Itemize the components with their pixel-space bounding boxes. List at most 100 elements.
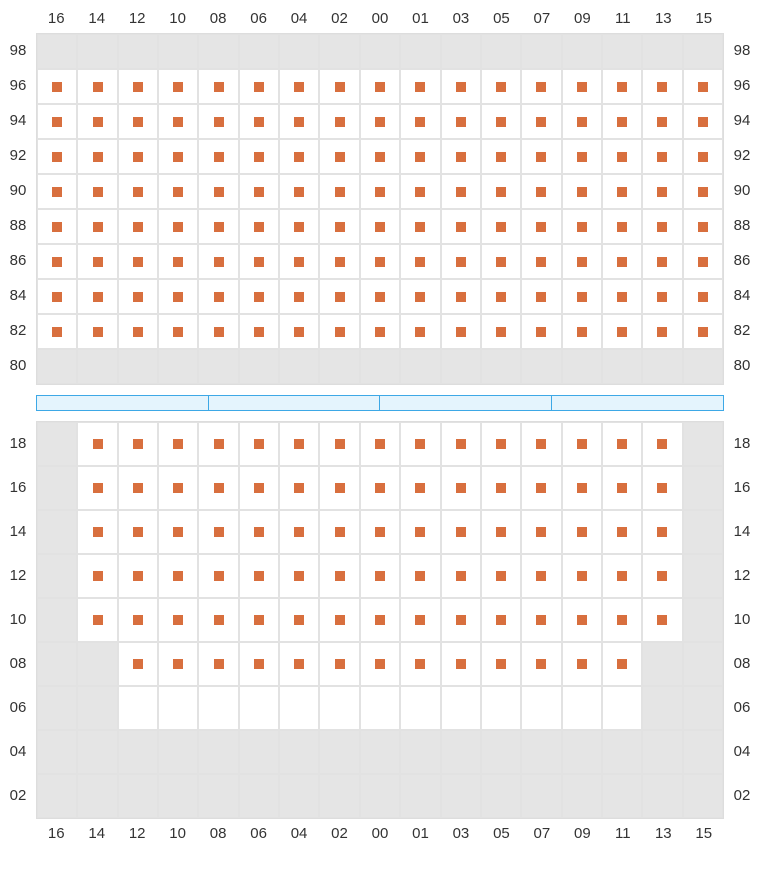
seat[interactable]: [77, 139, 117, 174]
seat[interactable]: [77, 422, 117, 466]
seat[interactable]: [441, 209, 481, 244]
seat[interactable]: [158, 642, 198, 686]
seat[interactable]: [642, 139, 682, 174]
seat[interactable]: [562, 598, 602, 642]
seat[interactable]: [118, 279, 158, 314]
seat[interactable]: [37, 209, 77, 244]
seat[interactable]: [642, 279, 682, 314]
seat[interactable]: [118, 598, 158, 642]
seat[interactable]: [683, 314, 723, 349]
seat[interactable]: [400, 422, 440, 466]
seat[interactable]: [441, 510, 481, 554]
seat[interactable]: [642, 174, 682, 209]
seat[interactable]: [521, 598, 561, 642]
seat[interactable]: [602, 554, 642, 598]
seat[interactable]: [239, 139, 279, 174]
seat[interactable]: [360, 104, 400, 139]
seat[interactable]: [319, 244, 359, 279]
seat[interactable]: [441, 554, 481, 598]
seat[interactable]: [683, 209, 723, 244]
seat[interactable]: [683, 69, 723, 104]
seat[interactable]: [37, 174, 77, 209]
seat[interactable]: [118, 244, 158, 279]
seat[interactable]: [562, 554, 602, 598]
seat[interactable]: [239, 466, 279, 510]
seat[interactable]: [360, 279, 400, 314]
seat[interactable]: [77, 244, 117, 279]
seat[interactable]: [77, 510, 117, 554]
seat[interactable]: [441, 139, 481, 174]
seat[interactable]: [642, 244, 682, 279]
seat[interactable]: [602, 139, 642, 174]
seat[interactable]: [562, 104, 602, 139]
seat[interactable]: [562, 244, 602, 279]
seat[interactable]: [198, 598, 238, 642]
seat[interactable]: [279, 279, 319, 314]
seat[interactable]: [360, 510, 400, 554]
seat[interactable]: [562, 209, 602, 244]
seat[interactable]: [198, 422, 238, 466]
seat[interactable]: [239, 510, 279, 554]
seat[interactable]: [279, 104, 319, 139]
seat[interactable]: [158, 510, 198, 554]
seat[interactable]: [319, 139, 359, 174]
seat[interactable]: [602, 174, 642, 209]
seat[interactable]: [158, 598, 198, 642]
seat[interactable]: [642, 554, 682, 598]
seat[interactable]: [37, 279, 77, 314]
seat[interactable]: [360, 174, 400, 209]
seat[interactable]: [239, 244, 279, 279]
seat[interactable]: [198, 466, 238, 510]
seat[interactable]: [481, 279, 521, 314]
seat[interactable]: [642, 314, 682, 349]
seat[interactable]: [37, 139, 77, 174]
seat[interactable]: [198, 642, 238, 686]
seat[interactable]: [37, 244, 77, 279]
seat[interactable]: [239, 104, 279, 139]
seat[interactable]: [319, 510, 359, 554]
seat[interactable]: [441, 69, 481, 104]
seat[interactable]: [360, 642, 400, 686]
seat[interactable]: [683, 174, 723, 209]
seat[interactable]: [521, 279, 561, 314]
seat[interactable]: [239, 642, 279, 686]
seat[interactable]: [158, 279, 198, 314]
seat[interactable]: [602, 598, 642, 642]
seat[interactable]: [198, 104, 238, 139]
seat[interactable]: [642, 69, 682, 104]
seat[interactable]: [441, 598, 481, 642]
seat[interactable]: [360, 466, 400, 510]
seat[interactable]: [400, 139, 440, 174]
seat[interactable]: [481, 510, 521, 554]
seat[interactable]: [400, 244, 440, 279]
seat[interactable]: [158, 139, 198, 174]
seat[interactable]: [481, 174, 521, 209]
seat[interactable]: [400, 598, 440, 642]
seat[interactable]: [602, 466, 642, 510]
seat[interactable]: [37, 104, 77, 139]
seat[interactable]: [279, 510, 319, 554]
seat[interactable]: [521, 139, 561, 174]
seat[interactable]: [642, 466, 682, 510]
seat[interactable]: [642, 598, 682, 642]
seat[interactable]: [198, 554, 238, 598]
seat[interactable]: [602, 642, 642, 686]
seat[interactable]: [319, 69, 359, 104]
seat[interactable]: [77, 598, 117, 642]
seat[interactable]: [198, 314, 238, 349]
seat[interactable]: [77, 466, 117, 510]
seat[interactable]: [602, 244, 642, 279]
seat[interactable]: [279, 466, 319, 510]
seat[interactable]: [319, 598, 359, 642]
seat[interactable]: [77, 174, 117, 209]
seat[interactable]: [521, 209, 561, 244]
seat[interactable]: [400, 279, 440, 314]
seat[interactable]: [239, 314, 279, 349]
seat[interactable]: [319, 466, 359, 510]
seat[interactable]: [198, 174, 238, 209]
seat[interactable]: [441, 244, 481, 279]
seat[interactable]: [239, 279, 279, 314]
seat[interactable]: [198, 209, 238, 244]
seat[interactable]: [198, 279, 238, 314]
seat[interactable]: [319, 209, 359, 244]
